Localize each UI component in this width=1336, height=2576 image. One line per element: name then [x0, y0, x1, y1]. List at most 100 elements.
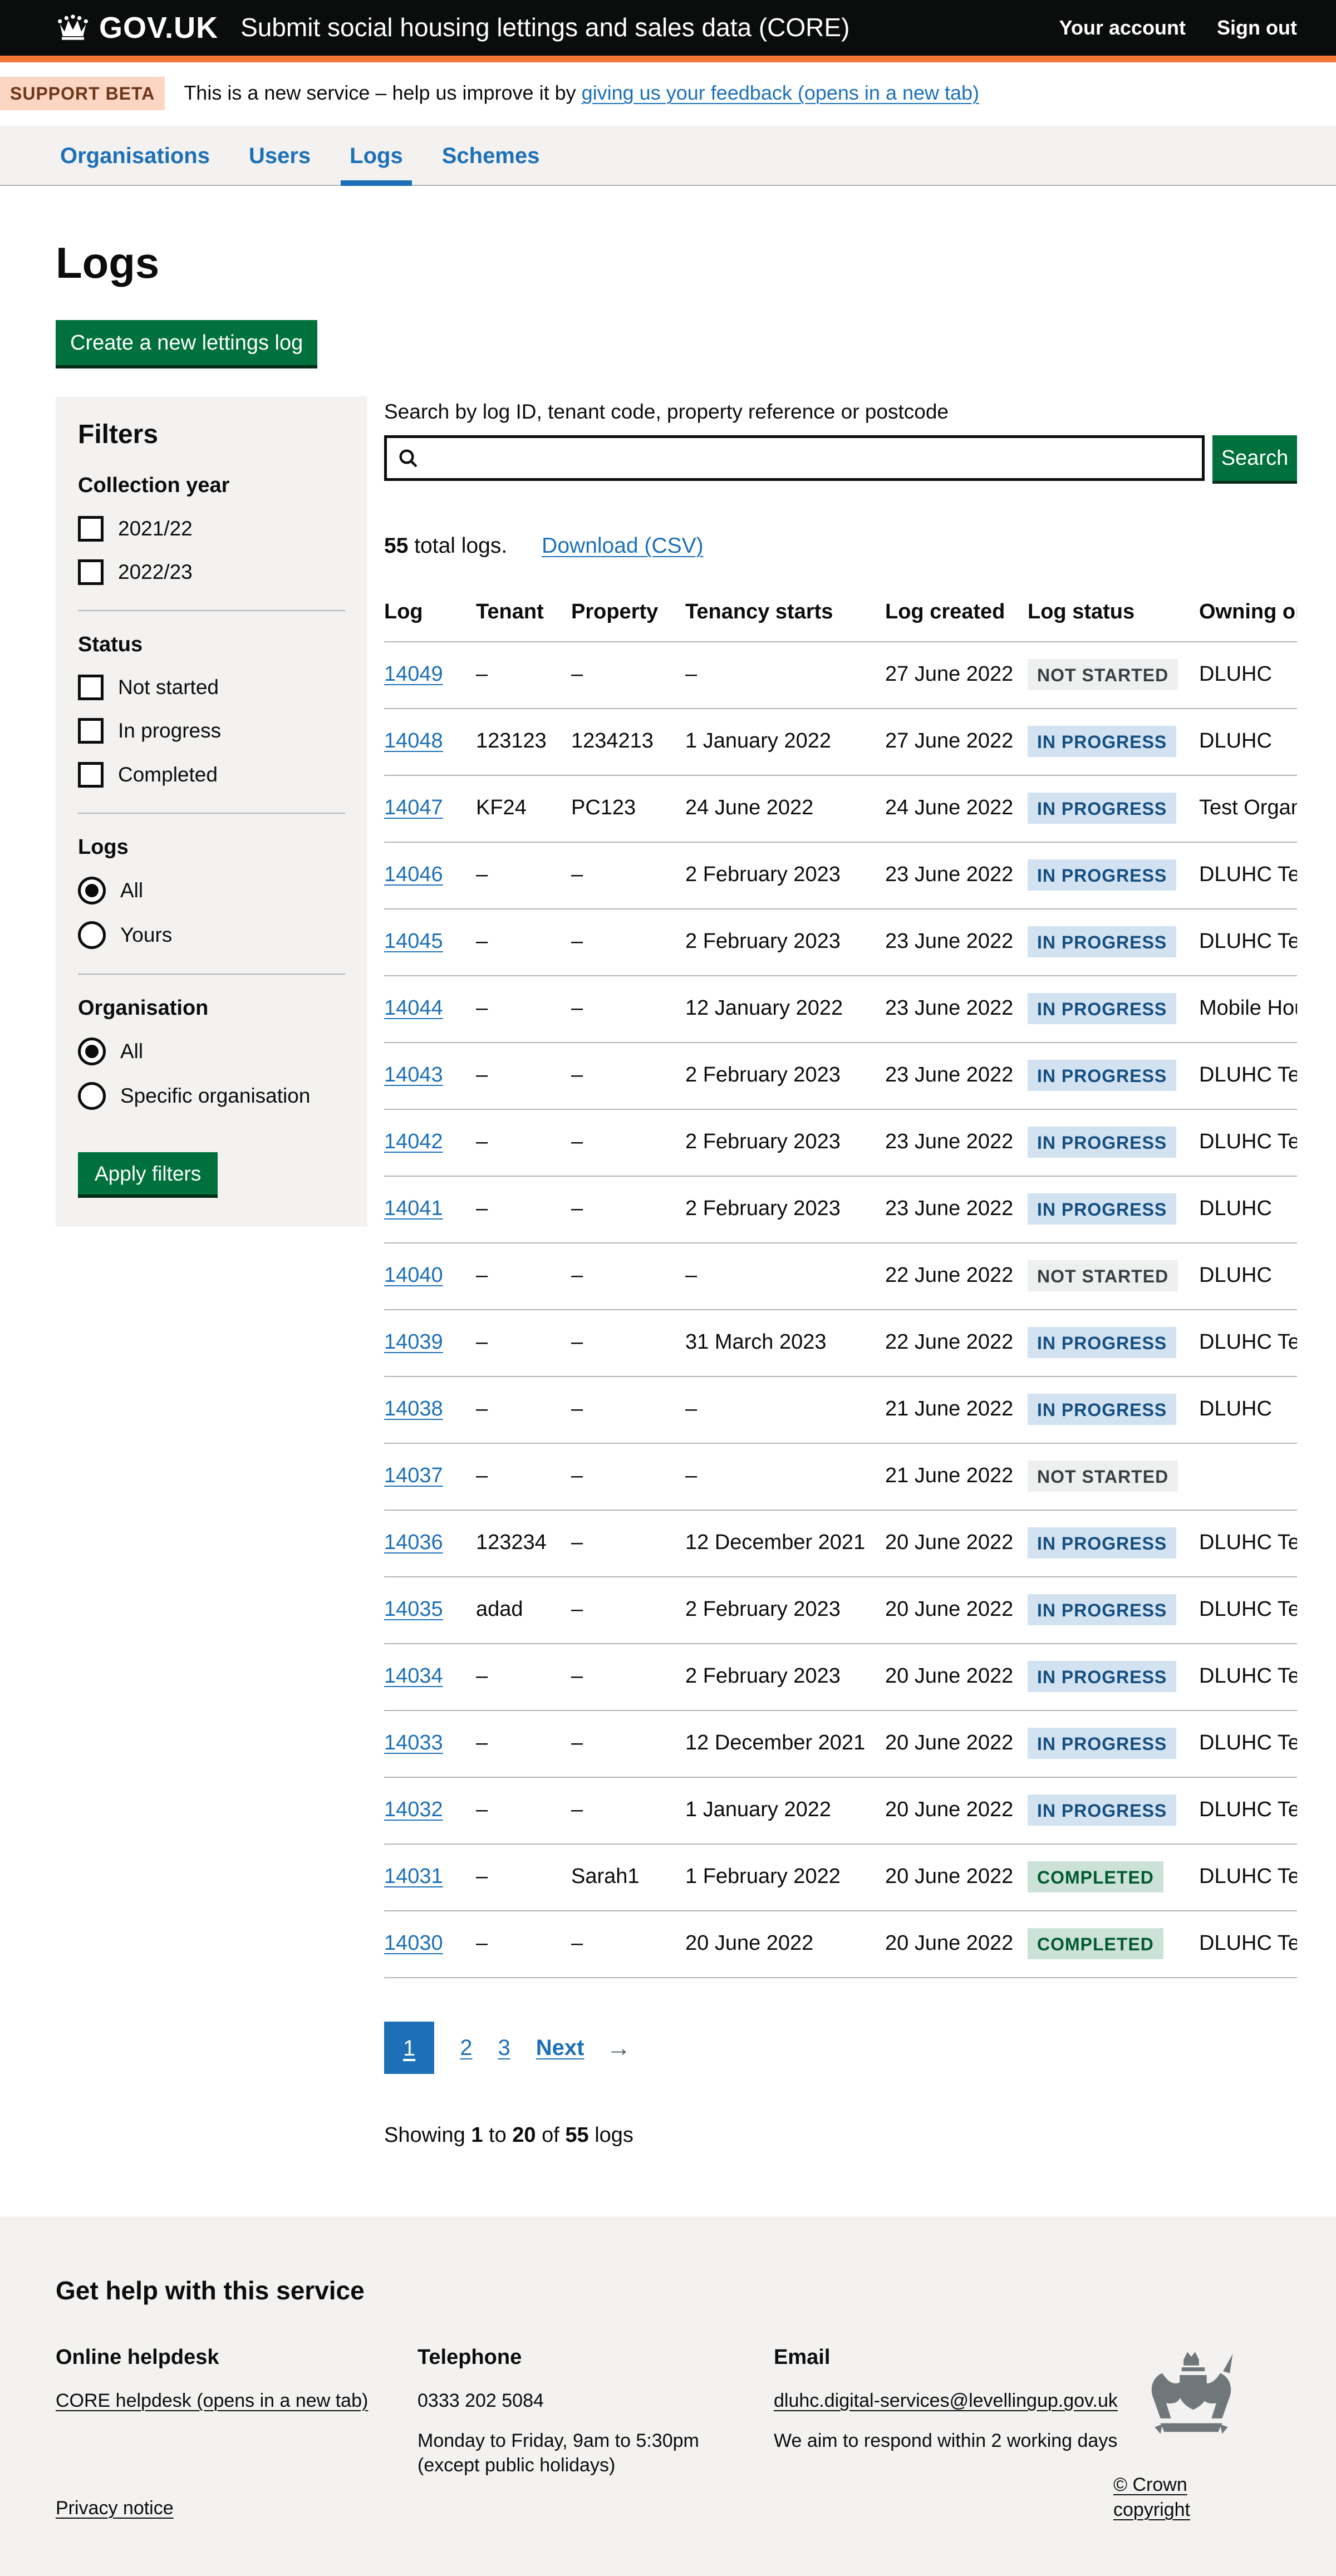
- log-link[interactable]: 14047: [384, 796, 443, 820]
- service-name-link[interactable]: Submit social housing lettings and sales…: [240, 13, 850, 42]
- radio-option-yours[interactable]: Yours: [78, 921, 345, 950]
- log-status-cell: IN PROGRESS: [1028, 1109, 1199, 1177]
- log-link[interactable]: 14032: [384, 1798, 443, 1822]
- status-badge: IN PROGRESS: [1028, 1728, 1177, 1759]
- pagination-page-link[interactable]: 3: [498, 2036, 510, 2061]
- email-response-note: We aim to respond within 2 working days: [774, 2430, 1118, 2451]
- log-link[interactable]: 14046: [384, 863, 443, 887]
- owning-organisation-cell: DLUHC Test: [1199, 1710, 1297, 1778]
- log-cell: 14033: [384, 1710, 476, 1778]
- phase-text-before: This is a new service – help us improve …: [184, 81, 582, 105]
- log-link[interactable]: 14043: [384, 1063, 443, 1087]
- your-account-link[interactable]: Your account: [1059, 16, 1186, 39]
- radio-icon[interactable]: [78, 1038, 106, 1066]
- checkbox-option-2021-22[interactable]: 2021/22: [78, 515, 345, 542]
- radio-icon[interactable]: [78, 1082, 106, 1110]
- tab-logs[interactable]: Logs: [341, 126, 412, 186]
- log-link[interactable]: 14030: [384, 1931, 443, 1955]
- owning-organisation-cell: DLUHC Test: [1199, 1644, 1297, 1712]
- tab-organisations[interactable]: Organisations: [60, 143, 210, 168]
- govuk-home-link[interactable]: GOV.UK: [56, 8, 218, 47]
- option-label: Not started: [118, 676, 219, 699]
- owning-organisation-cell: DLUHC Test: [1199, 1577, 1297, 1645]
- log-link[interactable]: 14036: [384, 1531, 443, 1555]
- log-link[interactable]: 14044: [384, 996, 443, 1020]
- checkbox-icon[interactable]: [78, 761, 104, 788]
- create-lettings-log-button[interactable]: Create a new lettings log: [56, 319, 318, 365]
- tab-schemes[interactable]: Schemes: [441, 143, 540, 168]
- checkbox-option-not-started[interactable]: Not started: [78, 674, 345, 701]
- search-input[interactable]: [427, 438, 1192, 479]
- tenancy-starts-cell: 12 December 2021: [685, 1510, 885, 1578]
- log-link[interactable]: 14037: [384, 1464, 443, 1488]
- radio-option-all[interactable]: All: [78, 877, 345, 905]
- column-header: Tenancy starts: [685, 584, 885, 643]
- column-header: Log created: [885, 584, 1028, 643]
- radio-icon[interactable]: [78, 921, 106, 950]
- table-row: 14032– –1 January 2022 20 June 2022 IN PROG…: [384, 1777, 1297, 1845]
- log-created-cell: 23 June 2022: [885, 976, 1028, 1044]
- search-button[interactable]: Search: [1212, 435, 1297, 481]
- filters-heading: Filters: [78, 419, 159, 449]
- core-helpdesk-link[interactable]: CORE helpdesk (opens in a new tab): [56, 2390, 369, 2411]
- log-link[interactable]: 14034: [384, 1664, 443, 1688]
- table-row: 14043– –2 February 2023 23 June 2022 IN PRO…: [384, 1043, 1297, 1110]
- crown-copyright-link[interactable]: © Crown copyright: [1113, 2474, 1190, 2520]
- log-cell: 14030: [384, 1911, 476, 1979]
- radio-option-specific-organisation[interactable]: Specific organisation: [78, 1082, 345, 1110]
- checkbox-option-2022-23[interactable]: 2022/23: [78, 559, 345, 586]
- tenancy-starts-cell: 2 February 2023: [685, 1176, 885, 1244]
- checkbox-icon[interactable]: [78, 718, 104, 744]
- checkbox-icon[interactable]: [78, 675, 104, 701]
- table-row: 14037– – –21 June 2022 NOT STARTED: [384, 1443, 1297, 1511]
- log-status-cell: COMPLETED: [1028, 1911, 1199, 1979]
- feedback-link[interactable]: giving us your feedback (opens in a new …: [581, 81, 980, 105]
- log-status-cell: IN PROGRESS: [1028, 1710, 1199, 1778]
- checkbox-icon[interactable]: [78, 515, 104, 542]
- log-link[interactable]: 14031: [384, 1865, 443, 1889]
- apply-filters-button[interactable]: Apply filters: [78, 1152, 218, 1195]
- log-link[interactable]: 14033: [384, 1731, 443, 1755]
- log-link[interactable]: 14042: [384, 1130, 443, 1154]
- pagination-current-page[interactable]: 1: [384, 2022, 435, 2074]
- table-row: 14049– – –27 June 2022 NOT STARTED DLUHC: [384, 642, 1297, 710]
- main-content: Logs Create a new lettings log Filters C…: [0, 186, 1336, 2216]
- log-link[interactable]: 14041: [384, 1197, 443, 1221]
- log-cell: 14046: [384, 842, 476, 910]
- tab-users[interactable]: Users: [248, 143, 311, 168]
- download-csv-link[interactable]: Download (CSV): [542, 534, 704, 558]
- log-link[interactable]: 14048: [384, 729, 443, 753]
- radio-icon[interactable]: [78, 877, 106, 905]
- crown-icon: [56, 14, 90, 42]
- checkbox-icon[interactable]: [78, 559, 104, 585]
- total-label: total logs.: [408, 534, 508, 558]
- log-link[interactable]: 14045: [384, 930, 443, 953]
- status-badge: IN PROGRESS: [1028, 859, 1177, 891]
- email-link[interactable]: dluhc.digital-services@levellingup.gov.u…: [774, 2390, 1118, 2411]
- checkbox-option-completed[interactable]: Completed: [78, 761, 345, 788]
- log-link[interactable]: 14035: [384, 1597, 443, 1621]
- tenancy-starts-cell: –: [685, 1377, 885, 1444]
- table-row: 14045– –2 February 2023 23 June 2022 IN PRO…: [384, 909, 1297, 977]
- tenant-cell: –: [476, 1377, 571, 1444]
- site-footer: Get help with this service Online helpde…: [0, 2216, 1336, 2576]
- pagination-next-link[interactable]: Next: [536, 2036, 584, 2061]
- log-link[interactable]: 14038: [384, 1397, 443, 1421]
- log-status-cell: NOT STARTED: [1028, 642, 1199, 710]
- log-link[interactable]: 14039: [384, 1330, 443, 1354]
- privacy-notice-link[interactable]: Privacy notice: [56, 2497, 174, 2519]
- status-badge: IN PROGRESS: [1028, 1127, 1177, 1158]
- log-status-cell: IN PROGRESS: [1028, 976, 1199, 1044]
- log-link[interactable]: 14049: [384, 662, 443, 686]
- checkbox-option-in-progress[interactable]: In progress: [78, 717, 345, 744]
- table-row: 14030– –20 June 2022 20 June 2022 COMPLETED…: [384, 1911, 1297, 1979]
- tenant-cell: –: [476, 1710, 571, 1778]
- option-label: 2022/23: [118, 560, 193, 583]
- owning-organisation-cell: DLUHC Test: [1199, 909, 1297, 977]
- log-link[interactable]: 14040: [384, 1264, 443, 1287]
- sign-out-link[interactable]: Sign out: [1217, 16, 1297, 39]
- pagination-page-link[interactable]: 2: [460, 2036, 473, 2061]
- log-created-cell: 20 June 2022: [885, 1577, 1028, 1645]
- radio-option-all[interactable]: All: [78, 1038, 345, 1066]
- tenant-cell: 123123: [476, 709, 571, 776]
